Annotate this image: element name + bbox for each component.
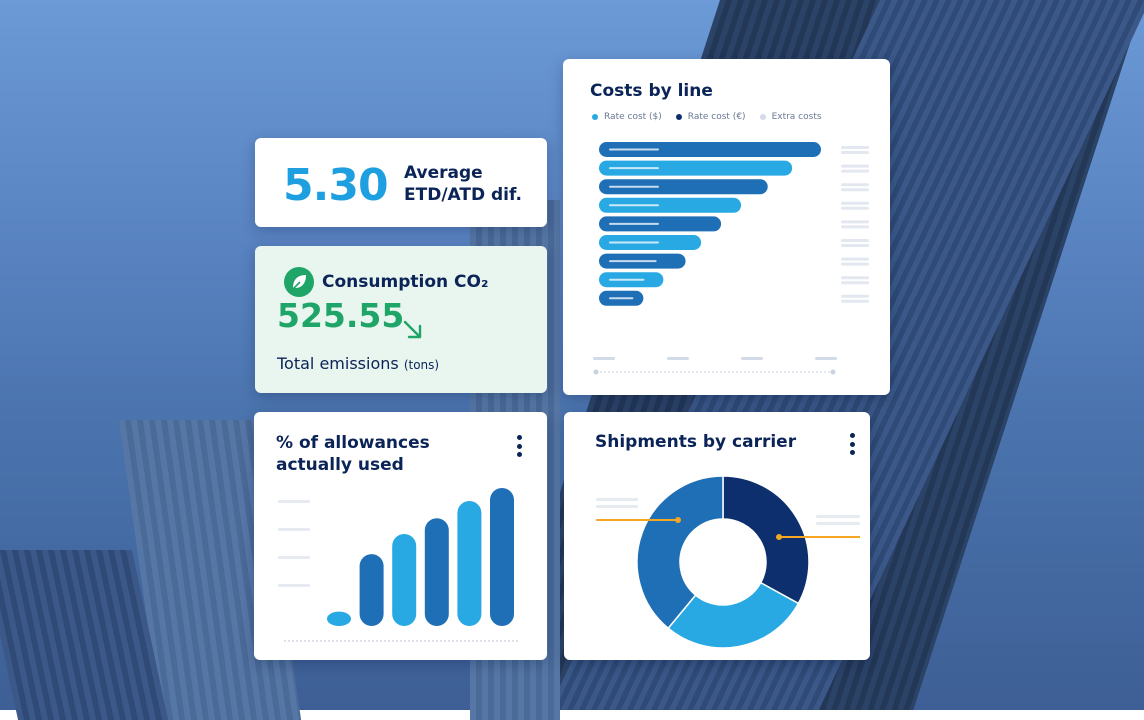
- costs-bar-chart: [593, 142, 869, 375]
- allowances-title: % of allowances actually used: [276, 432, 430, 476]
- y-tick-placeholder: [278, 584, 310, 587]
- legend-label-usd: Rate cost ($): [604, 112, 662, 122]
- cost-value-placeholder: [841, 225, 869, 229]
- cost-value-placeholder: [841, 281, 869, 285]
- legend-label-extra: Extra costs: [771, 112, 822, 122]
- cost-value-placeholder: [841, 188, 869, 192]
- cost-bar: [599, 216, 722, 232]
- co2-value: 525.55: [277, 296, 405, 335]
- cost-value-placeholder: [841, 183, 869, 187]
- cost-bar-label-placeholder: [609, 297, 634, 300]
- cost-value-placeholder: [841, 164, 869, 168]
- co2-footer-label: Total emissions: [277, 354, 399, 373]
- cost-bar-label-placeholder: [609, 167, 659, 170]
- legend-item-usd: Rate cost ($): [592, 112, 662, 122]
- kpi-value: 5.30: [283, 160, 389, 211]
- leaf-icon: [284, 267, 314, 297]
- allowance-bar: [392, 534, 417, 626]
- co2-footer: Total emissions (tons): [277, 354, 439, 373]
- more-options-icon[interactable]: [516, 435, 522, 457]
- cost-value-placeholder: [841, 299, 869, 303]
- allowance-bar: [457, 500, 482, 626]
- x-tick-placeholder: [741, 357, 763, 360]
- x-tick-placeholder: [667, 357, 689, 360]
- x-tick-placeholder: [815, 357, 837, 360]
- costs-title: Costs by line: [590, 81, 713, 101]
- axis-end-dot: [830, 369, 836, 375]
- cost-value-placeholder: [841, 146, 869, 149]
- callout-dot: [776, 534, 782, 540]
- y-tick-placeholder: [278, 500, 310, 503]
- cost-bar: [599, 142, 821, 157]
- legend-item-eur: Rate cost (€): [675, 112, 746, 122]
- cost-bar: [599, 160, 793, 176]
- cost-bar: [599, 197, 742, 213]
- donut-slice: [636, 475, 724, 630]
- cost-bar-label-placeholder: [609, 278, 645, 281]
- legend-label-eur: Rate cost (€): [687, 112, 746, 122]
- shipments-title: Shipments by carrier: [595, 432, 797, 452]
- callout-label-placeholder: [596, 498, 638, 501]
- cost-bar-label-placeholder: [609, 185, 659, 188]
- kpi-label: Average ETD/ATD dif.: [404, 162, 522, 206]
- cost-bar-label-placeholder: [609, 260, 657, 263]
- allowance-bar: [327, 611, 351, 626]
- cost-value-placeholder: [841, 276, 869, 280]
- kpi-label-line1: Average: [404, 163, 483, 183]
- co2-title: Consumption CO₂: [322, 272, 489, 292]
- allowances-title-line2: actually used: [276, 455, 404, 475]
- legend-item-extra: Extra costs: [759, 112, 822, 122]
- donut-slice: [722, 475, 810, 605]
- cost-value-placeholder: [841, 294, 869, 298]
- cost-bar: [599, 179, 768, 195]
- kpi-card-etd-atd: 5.30 Average ETD/ATD dif.: [255, 138, 547, 227]
- cost-bar-label-placeholder: [609, 204, 659, 207]
- costs-legend: Rate cost ($) Rate cost (€) Extra costs: [592, 112, 822, 122]
- allowances-bar-chart: [278, 488, 519, 642]
- shipments-donut-chart: [596, 475, 860, 649]
- cost-bar-label-placeholder: [609, 222, 659, 225]
- co2-card: Consumption CO₂ 525.55 Total emissions (…: [255, 246, 547, 393]
- callout-label-placeholder: [596, 505, 638, 508]
- callout-label-placeholder: [816, 515, 860, 518]
- more-options-icon[interactable]: [849, 433, 855, 455]
- trend-down-arrow-icon: [403, 320, 422, 339]
- cost-value-placeholder: [841, 169, 869, 173]
- axis-end-dot: [593, 369, 599, 375]
- allowance-bar: [424, 518, 449, 626]
- cost-value-placeholder: [841, 206, 869, 210]
- donut-slice: [667, 581, 800, 649]
- costs-by-line-card: Costs by line Rate cost ($) Rate cost (€…: [563, 59, 890, 395]
- cost-value-placeholder: [841, 262, 869, 266]
- callout-dot: [675, 517, 681, 523]
- x-tick-placeholder: [593, 357, 615, 360]
- cost-value-placeholder: [841, 239, 869, 242]
- y-tick-placeholder: [278, 528, 310, 531]
- cost-bar-label-placeholder: [609, 148, 659, 151]
- y-tick-placeholder: [278, 556, 310, 559]
- cost-value-placeholder: [841, 151, 869, 154]
- cost-bar-label-placeholder: [609, 241, 659, 244]
- allowance-bar: [490, 488, 514, 626]
- shipments-card: Shipments by carrier: [564, 412, 870, 660]
- co2-footer-unit: (tons): [403, 358, 440, 372]
- cost-value-placeholder: [841, 257, 869, 261]
- callout-label-placeholder: [816, 522, 860, 525]
- kpi-label-line2: ETD/ATD dif.: [404, 185, 522, 205]
- allowances-title-line1: % of allowances: [276, 433, 430, 453]
- cost-value-placeholder: [841, 201, 869, 205]
- cost-value-placeholder: [841, 244, 869, 247]
- allowance-bar: [359, 554, 384, 626]
- allowances-card: % of allowances actually used: [254, 412, 547, 660]
- cost-value-placeholder: [841, 220, 869, 224]
